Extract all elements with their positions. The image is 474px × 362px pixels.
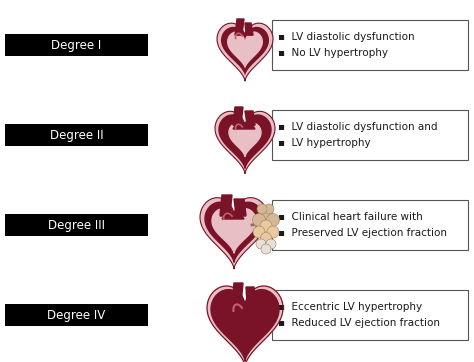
- Polygon shape: [207, 286, 283, 362]
- Circle shape: [266, 239, 276, 249]
- Text: Degree II: Degree II: [50, 129, 103, 142]
- Polygon shape: [235, 33, 253, 35]
- Polygon shape: [205, 202, 263, 262]
- Polygon shape: [233, 123, 255, 125]
- Polygon shape: [212, 209, 256, 253]
- Circle shape: [256, 239, 266, 249]
- Circle shape: [264, 204, 274, 214]
- Text: ▪  Preserved LV ejection fraction: ▪ Preserved LV ejection fraction: [278, 228, 447, 238]
- Circle shape: [267, 226, 279, 238]
- Text: Degree I: Degree I: [51, 38, 101, 51]
- Circle shape: [253, 226, 265, 238]
- Text: ▪  LV diastolic dysfunction: ▪ LV diastolic dysfunction: [278, 32, 415, 42]
- Polygon shape: [234, 199, 246, 215]
- Polygon shape: [233, 107, 243, 125]
- Circle shape: [253, 214, 265, 227]
- Polygon shape: [229, 123, 261, 157]
- Bar: [5, 124, 148, 146]
- Polygon shape: [232, 303, 256, 307]
- Bar: [5, 214, 148, 236]
- Polygon shape: [245, 23, 253, 35]
- Polygon shape: [215, 293, 275, 355]
- Bar: [272, 20, 468, 70]
- Text: ▪  Reduced LV ejection fraction: ▪ Reduced LV ejection fraction: [278, 318, 440, 328]
- Text: ▪  Clinical heart failure with: ▪ Clinical heart failure with: [278, 212, 423, 222]
- Polygon shape: [221, 27, 269, 76]
- Polygon shape: [220, 213, 246, 216]
- Circle shape: [259, 207, 273, 221]
- Text: ▪  LV diastolic dysfunction and: ▪ LV diastolic dysfunction and: [278, 122, 438, 132]
- Circle shape: [257, 204, 267, 214]
- Bar: [272, 290, 468, 340]
- Bar: [5, 304, 148, 326]
- Text: ▪  LV hypertrophy: ▪ LV hypertrophy: [278, 138, 371, 148]
- Circle shape: [261, 244, 271, 254]
- Polygon shape: [232, 283, 243, 305]
- Polygon shape: [222, 213, 244, 219]
- Polygon shape: [227, 31, 263, 69]
- Bar: [5, 34, 148, 56]
- Circle shape: [260, 220, 272, 232]
- Circle shape: [266, 214, 280, 227]
- Polygon shape: [211, 290, 279, 361]
- Polygon shape: [246, 287, 256, 305]
- Text: Degree III: Degree III: [48, 219, 105, 232]
- Polygon shape: [235, 19, 244, 35]
- Text: ▪  Eccentric LV hypertrophy: ▪ Eccentric LV hypertrophy: [278, 302, 422, 312]
- Polygon shape: [220, 195, 232, 215]
- Polygon shape: [219, 115, 271, 168]
- Polygon shape: [215, 111, 275, 174]
- Text: Degree IV: Degree IV: [47, 308, 106, 321]
- Bar: [272, 110, 468, 160]
- Polygon shape: [200, 198, 268, 269]
- Polygon shape: [217, 23, 273, 81]
- Polygon shape: [245, 111, 255, 125]
- Polygon shape: [233, 123, 255, 129]
- Circle shape: [261, 232, 272, 244]
- Bar: [272, 200, 468, 250]
- Text: ▪  No LV hypertrophy: ▪ No LV hypertrophy: [278, 48, 388, 58]
